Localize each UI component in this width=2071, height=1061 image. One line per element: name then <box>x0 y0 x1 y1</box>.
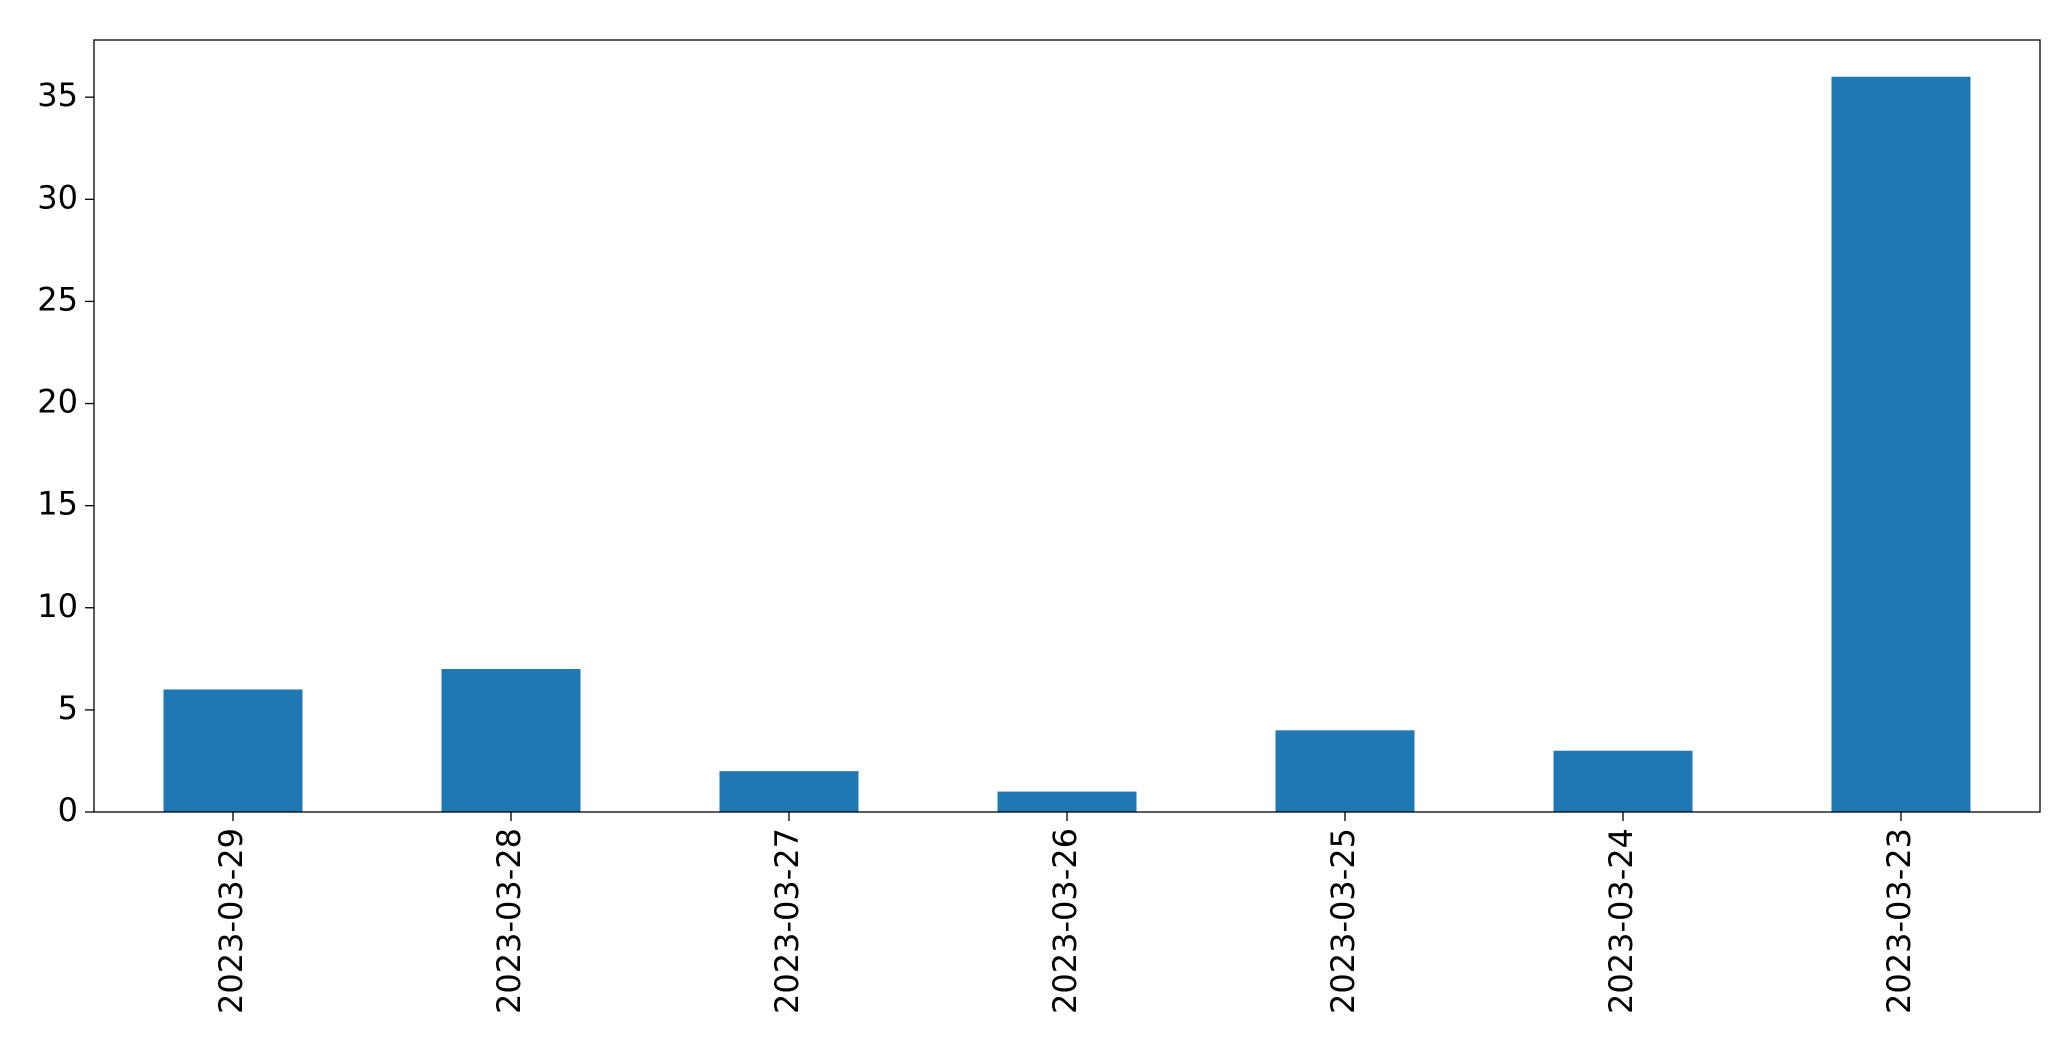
y-tick-label: 5 <box>58 689 78 727</box>
y-tick-label: 20 <box>37 383 78 421</box>
x-tick-label: 2023-03-25 <box>1324 828 1362 1014</box>
y-tick-label: 10 <box>37 587 78 625</box>
bar <box>163 689 303 812</box>
bar <box>997 791 1137 812</box>
x-tick-label: 2023-03-24 <box>1602 828 1640 1014</box>
bar <box>1275 730 1415 812</box>
bar <box>441 669 581 812</box>
x-tick-label: 2023-03-29 <box>212 828 250 1014</box>
x-tick-label: 2023-03-27 <box>768 828 806 1014</box>
bar <box>1553 750 1693 812</box>
bar <box>1831 76 1971 812</box>
y-tick-label: 25 <box>37 280 78 318</box>
x-tick-label: 2023-03-26 <box>1046 828 1084 1014</box>
bar <box>719 771 859 812</box>
x-tick-label: 2023-03-28 <box>490 828 528 1014</box>
y-tick-label: 35 <box>37 76 78 114</box>
y-tick-label: 0 <box>58 791 78 829</box>
plot-frame <box>93 39 2041 813</box>
y-tick-label: 15 <box>37 485 78 523</box>
x-tick-label: 2023-03-23 <box>1880 828 1918 1014</box>
y-tick-label: 30 <box>37 178 78 216</box>
